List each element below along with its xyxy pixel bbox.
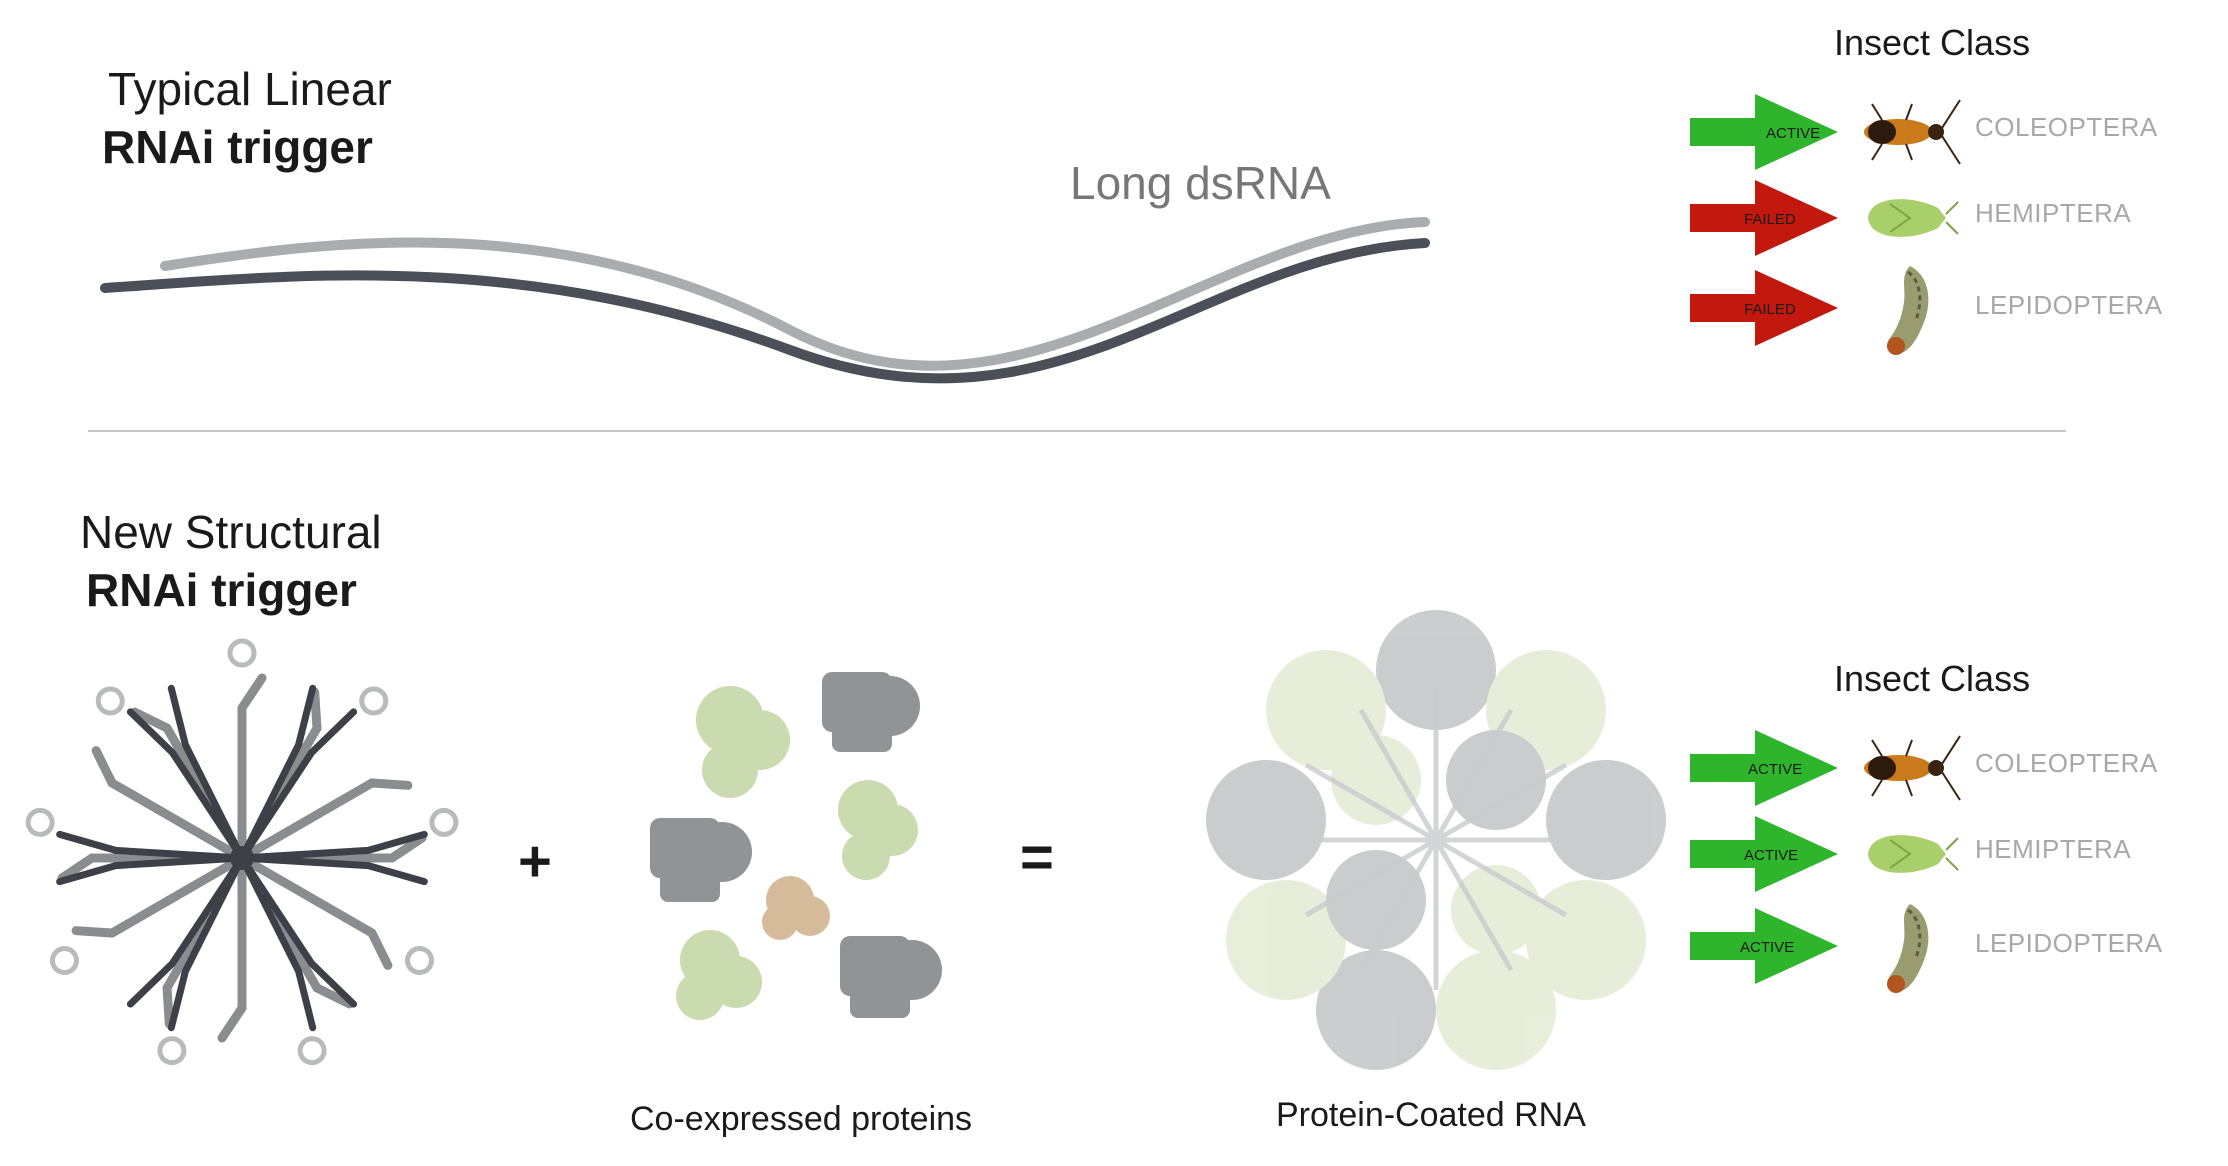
caterpillar-icon (1887, 904, 1929, 993)
insect-name: LEPIDOPTERA (1975, 928, 2163, 958)
co-expressed-proteins-cluster (650, 672, 942, 1020)
insect-name: HEMIPTERA (1975, 834, 2132, 864)
top-title-line2: RNAi trigger (102, 121, 373, 173)
proteins-caption: Co-expressed proteins (630, 1100, 973, 1138)
status-arrow: FAILED (1690, 180, 1838, 256)
top-title-line1: Typical Linear (108, 63, 392, 115)
status-arrow: FAILED (1690, 270, 1838, 346)
strand-label: Long dsRNA (1070, 157, 1331, 209)
insect-name: LEPIDOPTERA (1975, 290, 2163, 320)
beetle-icon (1864, 735, 1961, 801)
insect-name: COLEOPTERA (1975, 112, 2158, 142)
status-label: ACTIVE (1740, 939, 1794, 956)
status-arrow: ACTIVE (1690, 730, 1838, 806)
status-arrow: ACTIVE (1690, 816, 1838, 892)
structural-rna-star (25, 638, 459, 1066)
bottom-row-1: ACTIVE HEMIPTERA (1690, 814, 2210, 894)
stink-bug-icon (1868, 835, 1959, 873)
stink-bug-icon (1868, 199, 1959, 237)
bottom-row-2: ACTIVE LEPIDOPTERA (1690, 904, 2210, 1006)
status-arrow: ACTIVE (1690, 908, 1838, 984)
protein-coated-rna (1206, 610, 1666, 1070)
section-divider (88, 430, 2066, 432)
plus-sign: + (518, 829, 552, 894)
top-insect-class-header: Insect Class (1834, 22, 2031, 63)
top-row-1: FAILED HEMIPTERA (1690, 178, 2210, 258)
status-label: ACTIVE (1766, 125, 1820, 142)
status-label: FAILED (1744, 211, 1796, 228)
caterpillar-icon (1887, 266, 1929, 355)
equals-sign: = (1020, 825, 1054, 890)
status-label: ACTIVE (1748, 761, 1802, 778)
top-row-0: ACTIVE COLEOPTERA (1690, 92, 2210, 172)
top-row-2: FAILED LEPIDOPTERA (1690, 266, 2210, 368)
bottom-title-line1: New Structural (80, 506, 382, 558)
status-label: FAILED (1744, 301, 1796, 318)
status-label: ACTIVE (1744, 847, 1798, 864)
insect-name: HEMIPTERA (1975, 198, 2132, 228)
bottom-title-line2: RNAi trigger (86, 564, 357, 616)
insect-name: COLEOPTERA (1975, 748, 2158, 778)
coated-caption: Protein-Coated RNA (1276, 1096, 1586, 1134)
bottom-insect-class-header: Insect Class (1834, 658, 2031, 699)
status-arrow: ACTIVE (1690, 94, 1838, 170)
bottom-row-0: ACTIVE COLEOPTERA (1690, 728, 2210, 808)
beetle-icon (1864, 99, 1961, 165)
